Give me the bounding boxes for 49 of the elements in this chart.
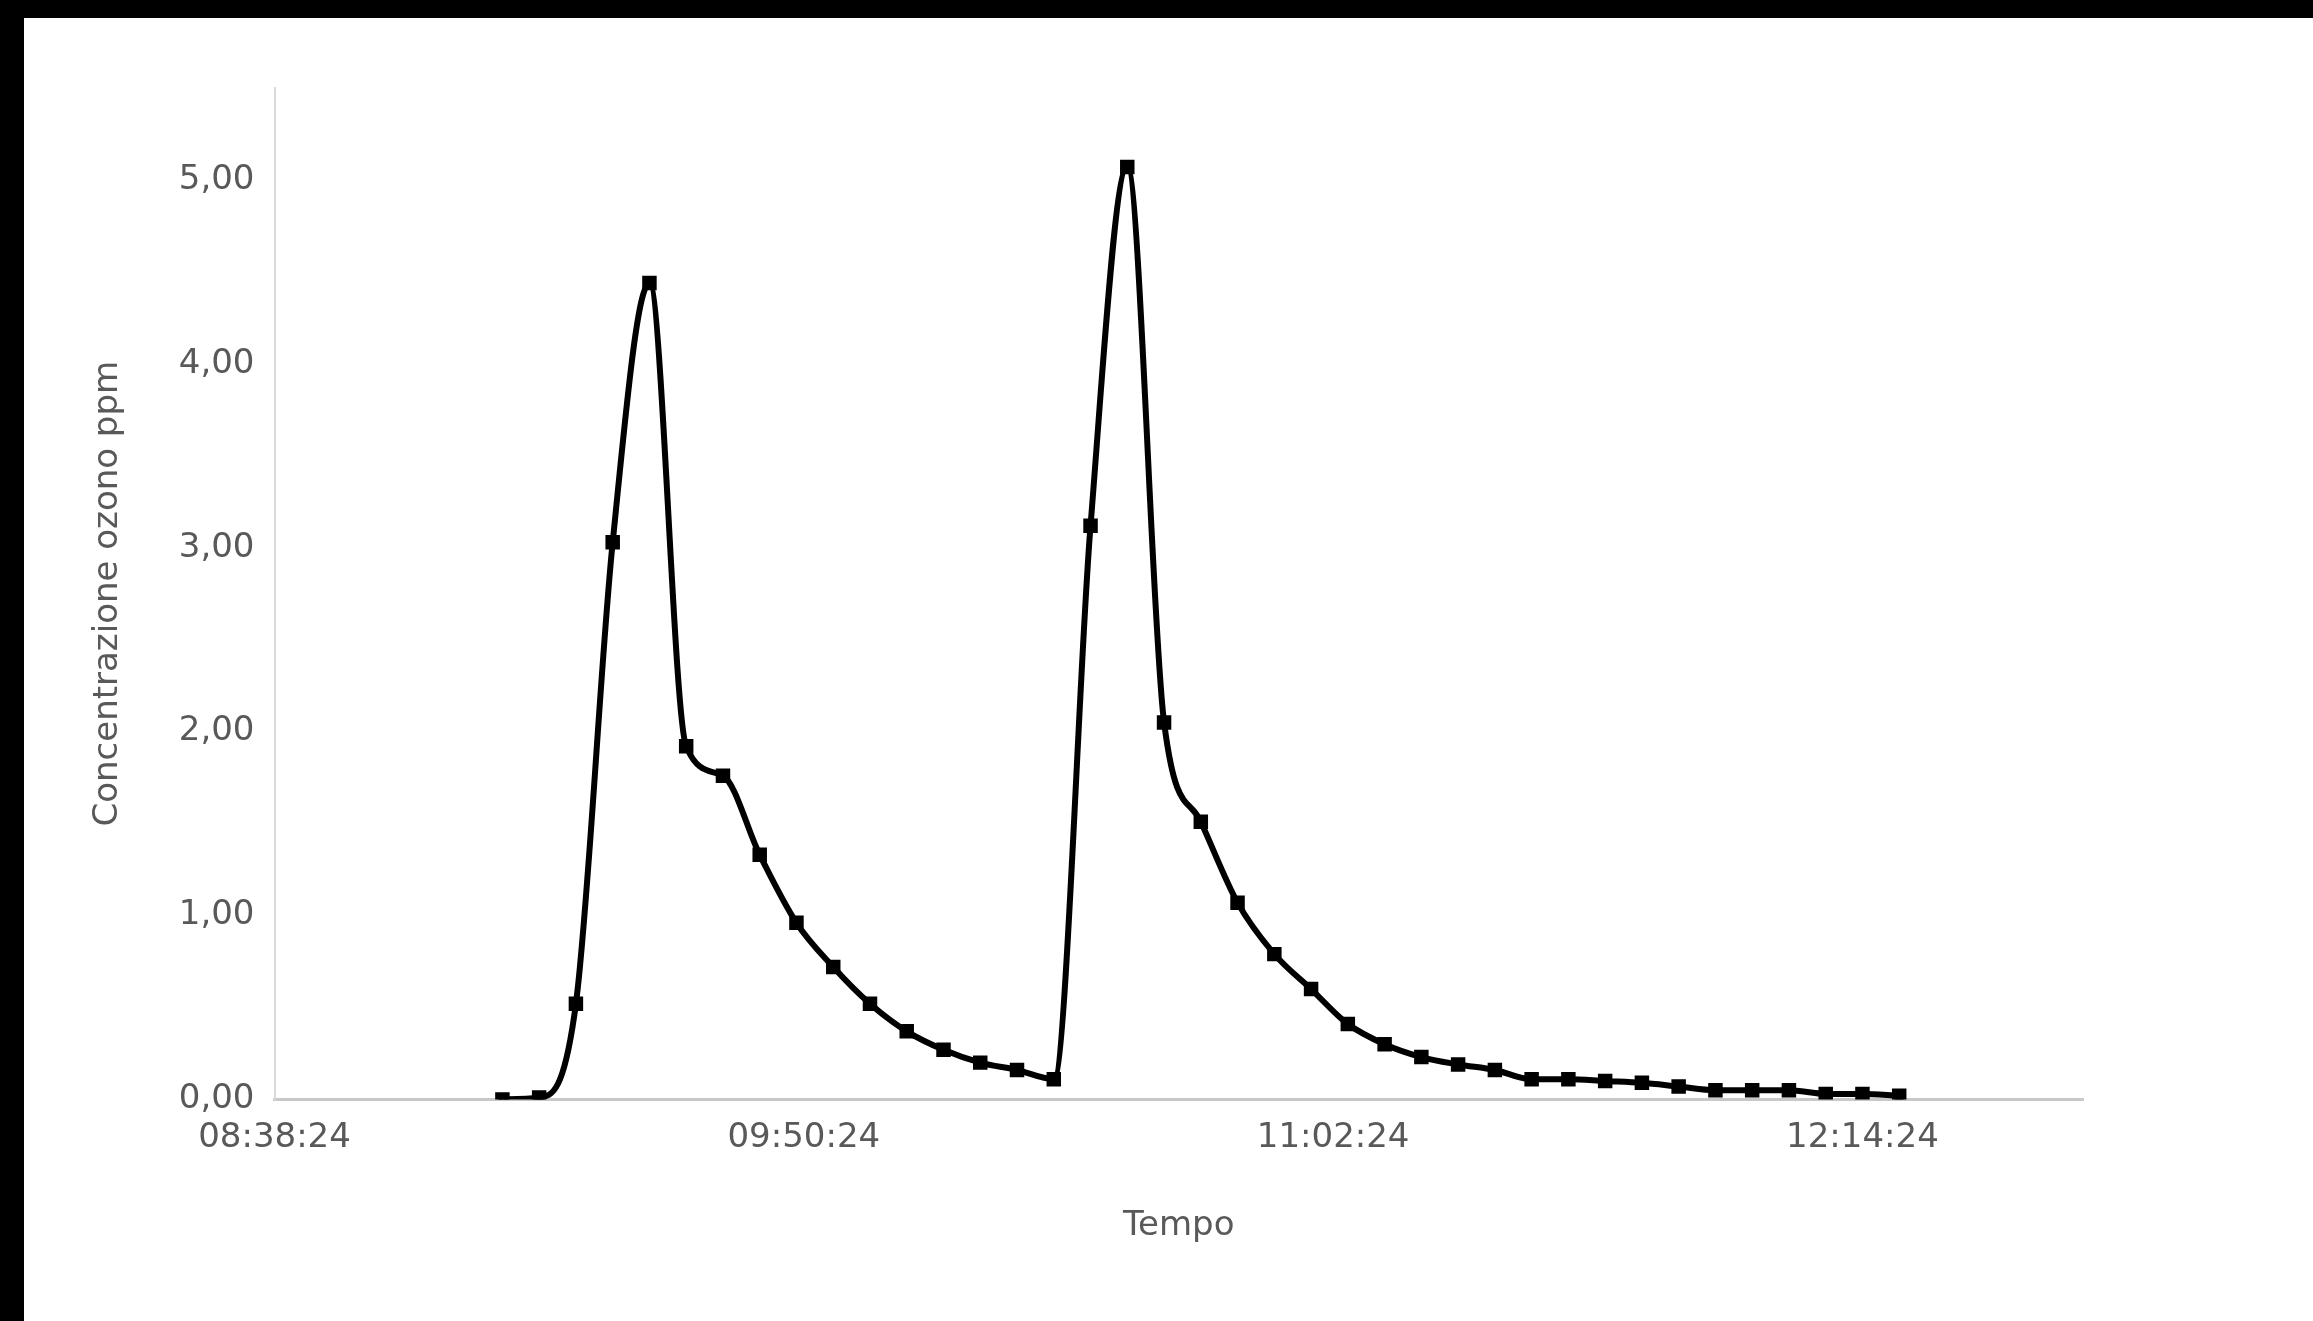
y-tick-label: 3,00	[178, 524, 255, 565]
point	[1267, 946, 1282, 962]
point	[1120, 159, 1135, 175]
point	[1561, 1071, 1576, 1087]
point	[642, 275, 657, 291]
point	[1524, 1071, 1539, 1087]
point	[1009, 1062, 1025, 1078]
point	[1193, 814, 1209, 829]
point	[1781, 1082, 1797, 1098]
point	[826, 959, 841, 975]
y-axis-title: Concentrazione ozono ppm	[85, 360, 126, 827]
point	[605, 534, 620, 550]
point	[1046, 1071, 1062, 1087]
point	[1597, 1073, 1613, 1089]
x-tick-label: 12:14:24	[1786, 1114, 1939, 1155]
y-tick-label: 0,00	[178, 1076, 255, 1117]
point	[1414, 1049, 1429, 1065]
point	[1230, 895, 1245, 910]
point	[973, 1055, 988, 1070]
y-tick-label: 5,00	[178, 156, 255, 197]
point	[1855, 1086, 1870, 1100]
point	[678, 739, 694, 754]
point	[1818, 1086, 1833, 1100]
point	[789, 915, 804, 931]
x-tick-label: 08:38:24	[198, 1114, 351, 1155]
point	[1708, 1082, 1723, 1098]
point	[1303, 981, 1319, 997]
point	[1083, 518, 1098, 533]
y-tick-label: 1,00	[178, 892, 255, 933]
point	[715, 768, 731, 783]
point	[1891, 1088, 1907, 1100]
point	[1744, 1082, 1760, 1098]
x-axis-title: Tempo	[1122, 1203, 1235, 1244]
point	[1487, 1062, 1503, 1078]
point	[1634, 1075, 1650, 1091]
point	[862, 996, 878, 1012]
x-tick-label: 09:50:24	[727, 1114, 881, 1155]
point	[1671, 1079, 1686, 1094]
point	[936, 1042, 951, 1057]
point	[899, 1024, 914, 1039]
point	[1156, 715, 1172, 730]
y-tick-label: 2,00	[178, 708, 255, 749]
point	[752, 847, 767, 863]
point	[1340, 1016, 1356, 1032]
point	[1377, 1036, 1392, 1052]
point	[1450, 1057, 1466, 1072]
point	[568, 996, 584, 1012]
y-tick-label: 4,00	[178, 340, 255, 381]
x-tick-label: 11:02:24	[1256, 1114, 1410, 1155]
